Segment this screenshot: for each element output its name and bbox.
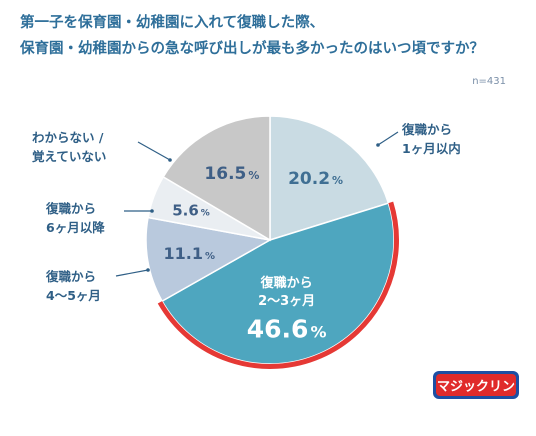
leader-line-4-5months (115, 269, 149, 277)
leader-line-1month-dot (376, 143, 380, 147)
magiclean-logo: マジックリン (433, 371, 519, 399)
callout-1month-line-1: 復職から (402, 122, 453, 137)
title-line-1: 第一子を保育園・幼稚園に入れて復職した際、 (20, 15, 325, 31)
highlight-border (157, 201, 399, 369)
slice-2-3months (161, 202, 395, 365)
leader-line-unknown-dot (168, 158, 172, 162)
callout-unknown-line-2: 覚えていない (32, 149, 107, 164)
slice-unknown (162, 115, 271, 242)
chart-title: 第一子を保育園・幼稚園に入れて復職した際、 保育園・幼稚園からの急な呼び出しが最… (20, 10, 520, 62)
title-line-2: 保育園・幼稚園からの急な呼び出しが最も多かったのはいつ頃ですか？ (20, 41, 484, 57)
callout-4-5months-line-1: 復職から (46, 269, 97, 284)
leader-line-4-5months-dot (146, 268, 150, 272)
callout-4-5months: 復職から 4〜5ヶ月 (46, 267, 101, 305)
value-label-4-5months: 11.1% (164, 244, 216, 263)
value-label-unknown: 16.5% (204, 164, 259, 184)
callout-1month: 復職から 1ヶ月以内 (402, 120, 461, 158)
inner-label-2-3months-line-2: 2〜3ヶ月 (258, 294, 315, 309)
sample-size-label: n=431 (472, 76, 506, 87)
callout-6months: 復職から 6ヶ月以降 (46, 199, 105, 237)
value-label-1month: 20.2% (288, 169, 343, 189)
callout-4-5months-line-2: 4〜5ヶ月 (46, 288, 101, 303)
leader-line-1month (377, 131, 399, 146)
callout-1month-line-2: 1ヶ月以内 (402, 141, 461, 156)
logo-wordmark: マジックリン (437, 380, 515, 395)
callout-6months-line-1: 復職から (46, 201, 97, 216)
leader-line-unknown (137, 141, 171, 161)
inner-label-2-3months-line-1: 復職から (260, 275, 313, 291)
slice-1month (269, 115, 390, 242)
callout-unknown-line-1: わからない / (32, 130, 104, 145)
slice-4-5months (145, 216, 273, 303)
callout-unknown: わからない / 覚えていない (32, 128, 106, 166)
callout-6months-line-2: 6ヶ月以降 (46, 220, 105, 235)
leader-line-6months-dot (150, 209, 154, 213)
